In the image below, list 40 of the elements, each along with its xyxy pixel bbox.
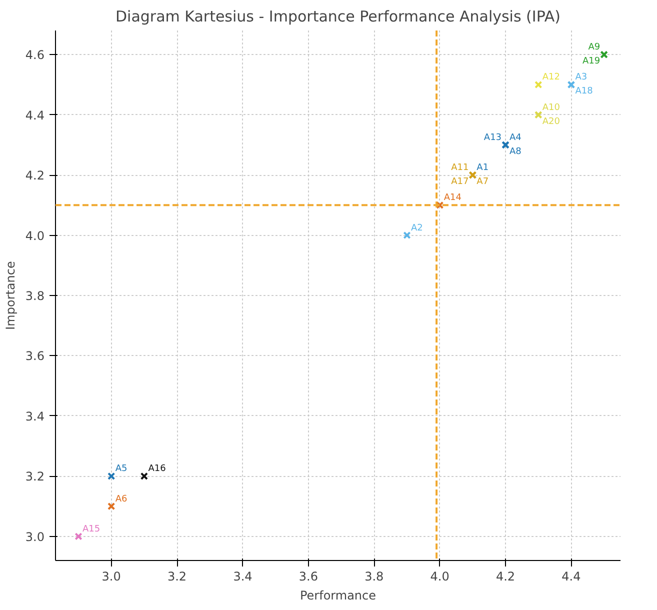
y-tick-label: 4.2 xyxy=(25,168,45,183)
y-tick-label: 4.0 xyxy=(25,228,45,243)
series-label: A2 xyxy=(410,223,423,234)
y-tick-label: 3.6 xyxy=(25,349,45,364)
series-label: A9 xyxy=(588,42,600,53)
series-label: A19 xyxy=(582,56,600,67)
series-label: A15 xyxy=(82,524,100,534)
x-axis-title: Performance xyxy=(300,588,376,602)
series-label: A1 xyxy=(476,163,489,174)
x-tick-label: 3.4 xyxy=(233,570,252,584)
x-tick-label: 3.6 xyxy=(298,570,318,584)
y-tick-label: 3.8 xyxy=(25,289,45,303)
chart-title: Diagram Kartesius - Importance Performance Analysis (IPA) xyxy=(115,8,561,26)
series-label: A17 xyxy=(451,177,469,188)
series-label: A18 xyxy=(575,86,594,97)
series-label: A16 xyxy=(148,464,166,474)
y-tick-label: 3.0 xyxy=(25,530,45,544)
series-label: A4 xyxy=(510,132,522,143)
series-label: A7 xyxy=(476,177,489,188)
series-label: A6 xyxy=(115,494,128,504)
series-label: A3 xyxy=(575,72,588,83)
y-axis-title: Importance xyxy=(3,261,18,330)
series-label: A14 xyxy=(444,193,462,204)
y-tick-label: 4.4 xyxy=(25,108,45,122)
y-tick-label: 3.4 xyxy=(25,409,45,424)
x-tick-label: 3.8 xyxy=(364,570,384,584)
x-tick-label: 4.4 xyxy=(562,570,581,584)
x-tick-label: 3.2 xyxy=(168,570,187,584)
series-label: A8 xyxy=(510,146,522,157)
series-label: A5 xyxy=(115,464,128,474)
y-tick-label: 4.6 xyxy=(25,48,45,62)
series-label: A12 xyxy=(542,72,560,83)
y-tick-label: 3.2 xyxy=(25,470,45,484)
x-tick-label: 3.0 xyxy=(102,570,121,584)
series-label: A20 xyxy=(542,116,560,127)
x-tick-label: 4.2 xyxy=(496,570,516,584)
x-tick-label: 4.0 xyxy=(430,570,450,584)
series-label: A11 xyxy=(451,163,469,174)
series-label: A13 xyxy=(484,132,502,143)
series-label: A10 xyxy=(542,102,560,113)
